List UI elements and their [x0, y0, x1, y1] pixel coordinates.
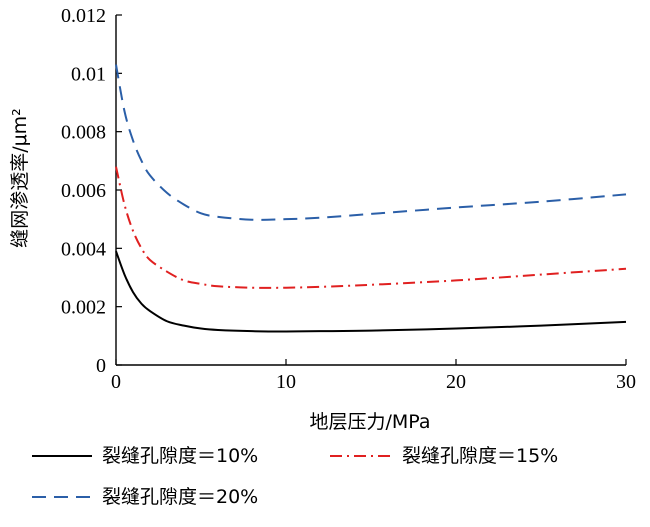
- y-tick-label: 0.012: [61, 5, 106, 27]
- legend-label: 裂缝孔隙度＝15%: [402, 445, 558, 467]
- y-tick-label: 0: [96, 355, 106, 377]
- tick-labels: 0 10 20 30 0 0.002 0.004 0.006 0.008 0.01 0.012: [61, 5, 636, 393]
- y-tick-label: 0.002: [61, 297, 106, 319]
- y-tick-label: 0.004: [61, 238, 106, 260]
- legend-label: 裂缝孔隙度＝20%: [102, 486, 258, 508]
- legend: 裂缝孔隙度＝10% 裂缝孔隙度＝15% 裂缝孔隙度＝20%: [32, 445, 558, 508]
- y-tick-label: 0.006: [61, 180, 106, 202]
- x-tick-label: 0: [111, 371, 121, 393]
- legend-item-15-percent: 裂缝孔隙度＝15%: [330, 445, 558, 467]
- series-lines: [115, 64, 627, 333]
- legend-label: 裂缝孔隙度＝10%: [102, 445, 258, 467]
- y-tick-label: 0.008: [61, 122, 106, 144]
- legend-item-20-percent: 裂缝孔隙度＝20%: [32, 486, 258, 508]
- x-tick-label: 10: [276, 371, 296, 393]
- series-20-percent-line: [115, 64, 627, 221]
- series-10-percent-line: [115, 250, 627, 333]
- x-axis-title: 地层压力/MPa: [309, 411, 430, 433]
- axes: [115, 15, 626, 366]
- x-tick-label: 20: [446, 371, 466, 393]
- legend-item-10-percent: 裂缝孔隙度＝10%: [32, 445, 258, 467]
- y-tick-label: 0.01: [71, 63, 106, 85]
- x-tick-label: 30: [616, 371, 636, 393]
- tick-marks: [115, 14, 627, 366]
- y-axis-title: 缝网渗透率/μm²: [9, 108, 31, 248]
- series-15-percent-line: [115, 166, 627, 289]
